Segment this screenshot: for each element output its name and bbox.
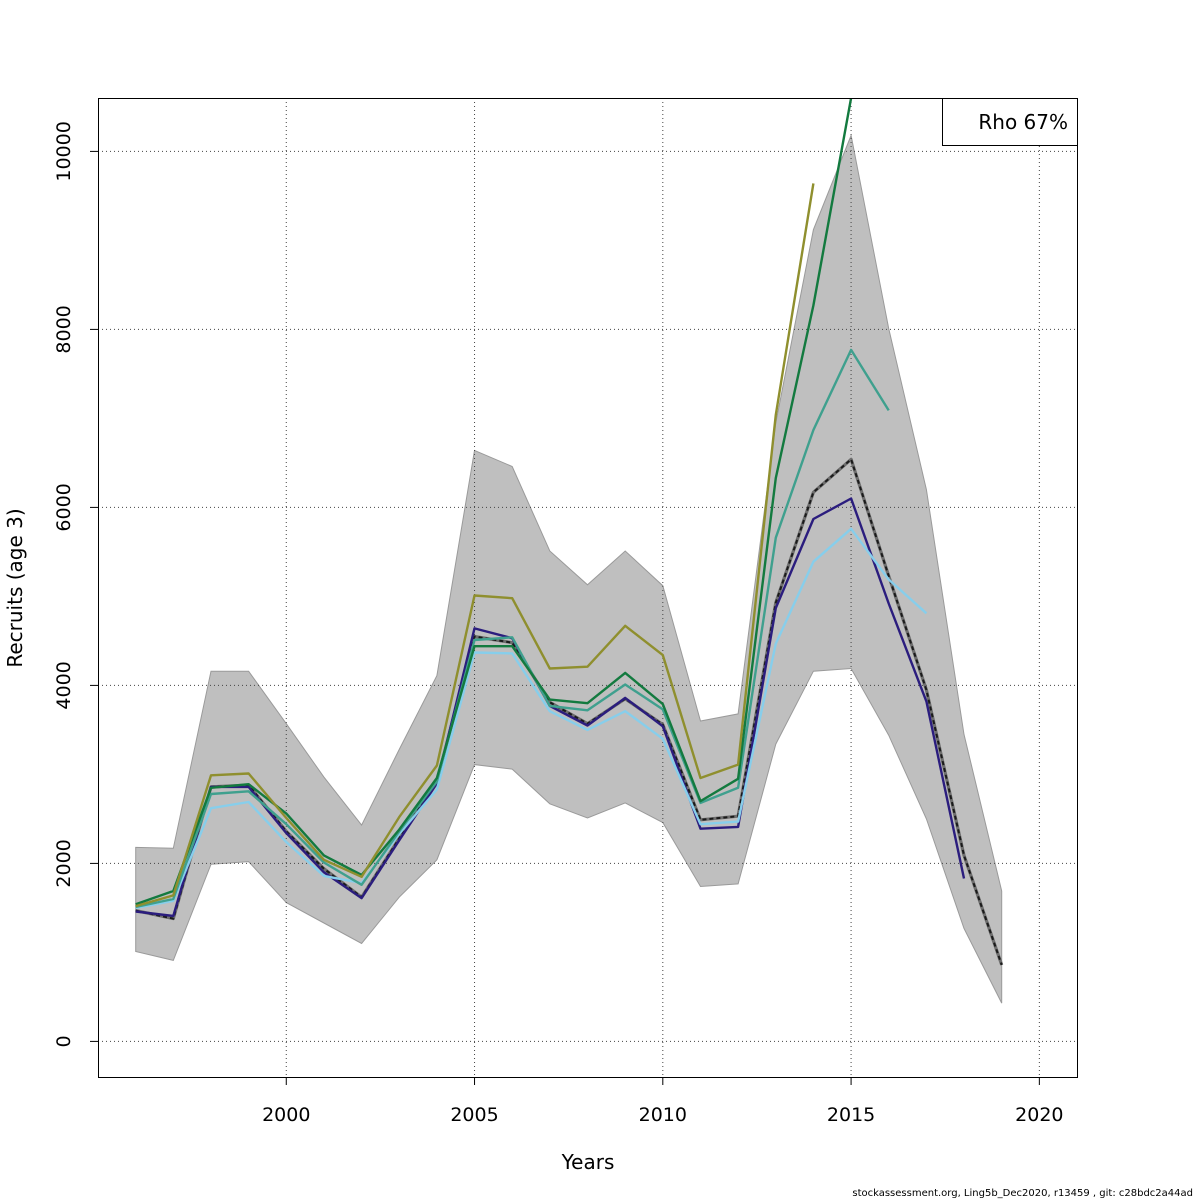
series-line-path — [135, 527, 928, 910]
x-axis-title: Years — [561, 1150, 615, 1174]
series-line-6 — [135, 183, 815, 908]
series-layer — [135, 98, 1004, 966]
series-line-5 — [135, 98, 853, 906]
series-line-path — [135, 183, 815, 908]
y-tick-label: 8000 — [53, 305, 75, 353]
x-tick-label: 2015 — [827, 1104, 875, 1126]
series-line-path — [135, 348, 890, 909]
confidence-band-layer — [135, 133, 1003, 1004]
y-tick-label: 6000 — [53, 483, 75, 531]
legend-frame — [942, 98, 1078, 146]
y-tick-label: 2000 — [53, 839, 75, 887]
legend-label: Rho 67% — [978, 110, 1068, 134]
y-tick-label: 0 — [53, 1035, 75, 1047]
y-tick-label: 4000 — [53, 661, 75, 709]
series-line-4 — [135, 348, 890, 909]
axis-layer: 2000 2005 2010 2015 2020 0 2000 4000 6000 8000 100… — [53, 121, 1064, 1126]
legend-box: Rho 67% — [942, 98, 1078, 146]
y-tick-label: 10000 — [53, 121, 75, 181]
plot-frame — [98, 98, 1078, 1078]
x-tick-label: 2005 — [450, 1104, 498, 1126]
x-tick-label: 2020 — [1015, 1104, 1063, 1126]
y-axis-title: Recruits (age 3) — [3, 508, 27, 667]
confidence-band — [135, 133, 1003, 1004]
x-tick-label: 2000 — [262, 1104, 310, 1126]
footer-credit: stockassessment.org, Ling5b_Dec2020, r13… — [852, 1188, 1193, 1199]
series-line-3 — [135, 527, 928, 910]
series-line-path — [135, 98, 853, 906]
x-tick-label: 2010 — [639, 1104, 687, 1126]
